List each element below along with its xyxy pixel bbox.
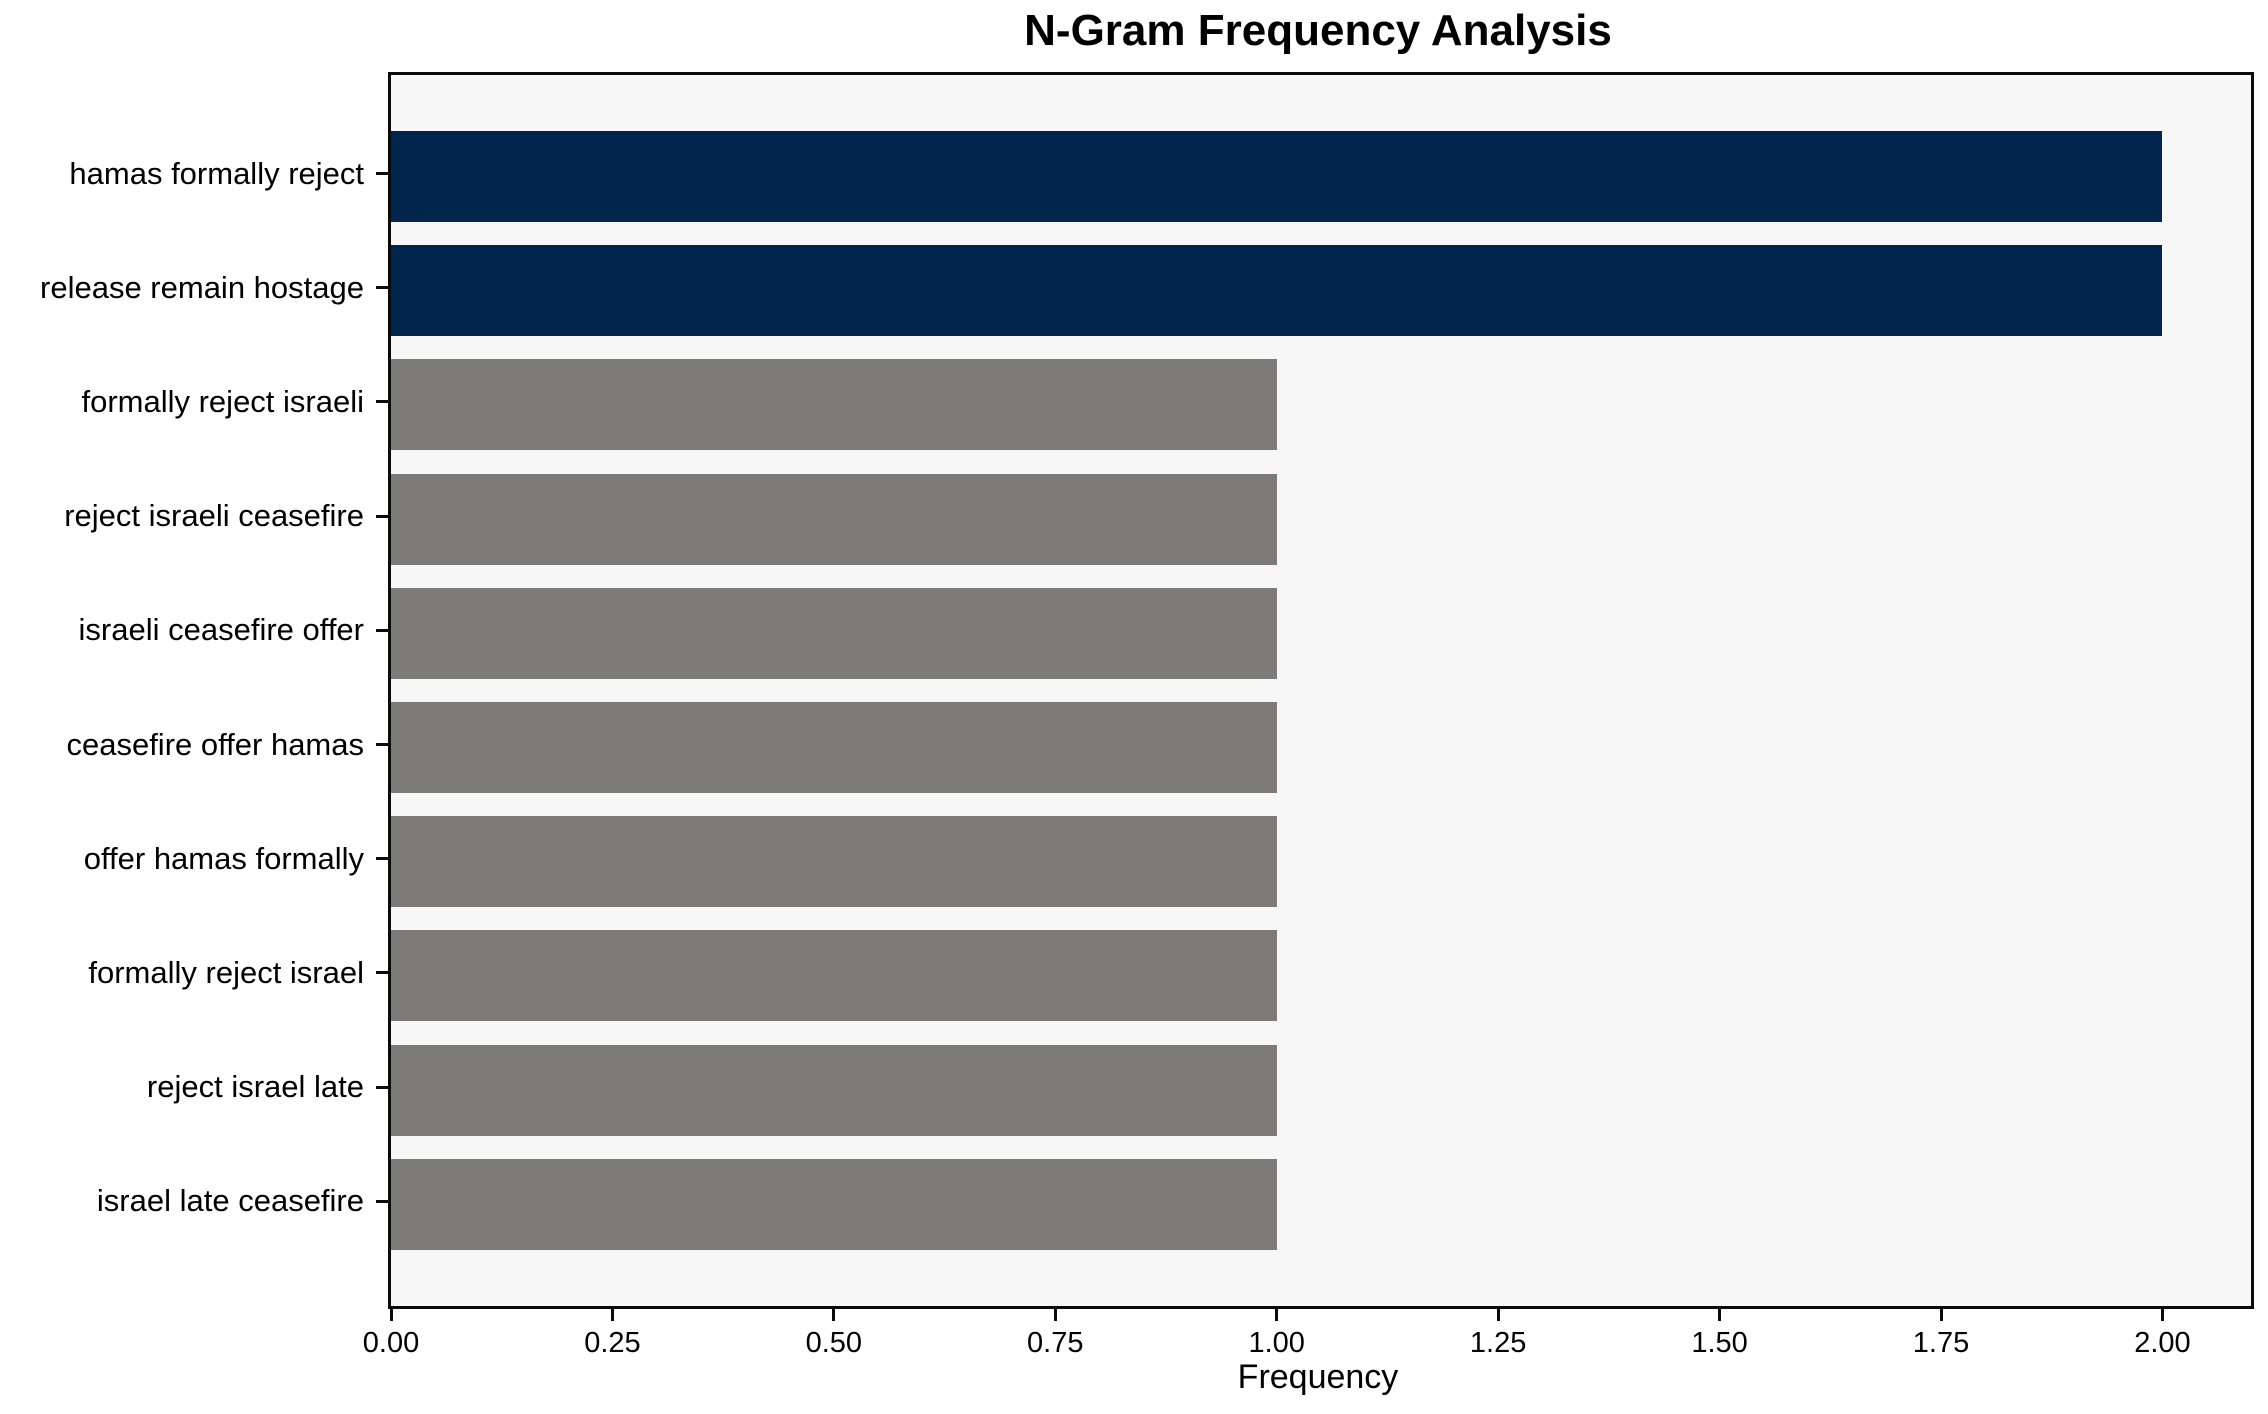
x-tick-mark [1275, 1309, 1279, 1321]
y-tick-label: formally reject israel [88, 954, 364, 990]
x-tick-label: 1.50 [1691, 1327, 1748, 1359]
y-tick-label: reject israel late [146, 1069, 364, 1105]
x-tick-mark [2160, 1309, 2164, 1321]
y-tick-label: ceasefire offer hamas [66, 726, 364, 762]
x-tick-mark [389, 1309, 393, 1321]
bar-release-remain-hostage [391, 245, 2163, 337]
y-tick-mark [376, 1085, 388, 1089]
x-tick-mark [1718, 1309, 1722, 1321]
y-tick-mark [376, 743, 388, 746]
x-tick-label: 0.75 [1027, 1327, 1084, 1359]
chart-title: N-Gram Frequency Analysis [1024, 6, 1612, 55]
y-tick-label: offer hamas formally [83, 840, 364, 876]
x-tick-mark [1053, 1309, 1057, 1321]
y-tick-label: israel late ceasefire [96, 1183, 364, 1219]
bar-ceasefire-offer-hamas [391, 702, 1277, 793]
x-tick-label: 0.25 [584, 1327, 641, 1359]
bar-reject-israeli-ceasefire [391, 473, 1277, 565]
y-tick-label: release remain hostage [40, 269, 364, 305]
y-tick-label: reject israeli ceasefire [64, 498, 364, 534]
y-tick-label: israeli ceasefire offer [78, 612, 364, 648]
x-axis-label: Frequency [1237, 1358, 1399, 1396]
bar-israeli-ceasefire-offer [391, 587, 1277, 679]
x-tick-label: 1.25 [1469, 1327, 1527, 1359]
x-tick-label: 1.75 [1912, 1327, 1970, 1359]
y-tick-mark [376, 514, 388, 518]
x-tick-label: 2.00 [2134, 1327, 2191, 1359]
x-tick-label: 0.50 [805, 1327, 863, 1359]
y-tick-label: hamas formally reject [69, 155, 364, 191]
plot-area [388, 72, 2254, 1309]
y-tick-mark [376, 971, 388, 975]
bar-israel-late-ceasefire [391, 1158, 1277, 1250]
y-tick-mark [376, 400, 388, 404]
y-tick-label: formally reject israeli [81, 383, 364, 419]
x-tick-mark [610, 1309, 614, 1321]
bar-formally-reject-israeli [391, 359, 1277, 451]
x-tick-mark [1939, 1309, 1943, 1321]
x-tick-label: 0.00 [362, 1327, 420, 1359]
bar-reject-israel-late [391, 1044, 1277, 1136]
y-tick-mark [376, 857, 388, 861]
y-tick-mark [376, 1199, 388, 1203]
y-tick-mark [376, 172, 388, 175]
x-tick-mark [1496, 1309, 1500, 1321]
bar-offer-hamas-formally [391, 816, 1277, 908]
y-axis-labels: hamas formally reject release remain host… [0, 72, 378, 1303]
y-tick-mark [376, 628, 388, 632]
y-tick-mark [376, 286, 388, 290]
x-tick-mark [832, 1309, 836, 1321]
x-tick-label: 1.00 [1248, 1327, 1305, 1359]
bar-hamas-formally-reject [391, 131, 2163, 222]
bar-formally-reject-israel [391, 930, 1277, 1022]
